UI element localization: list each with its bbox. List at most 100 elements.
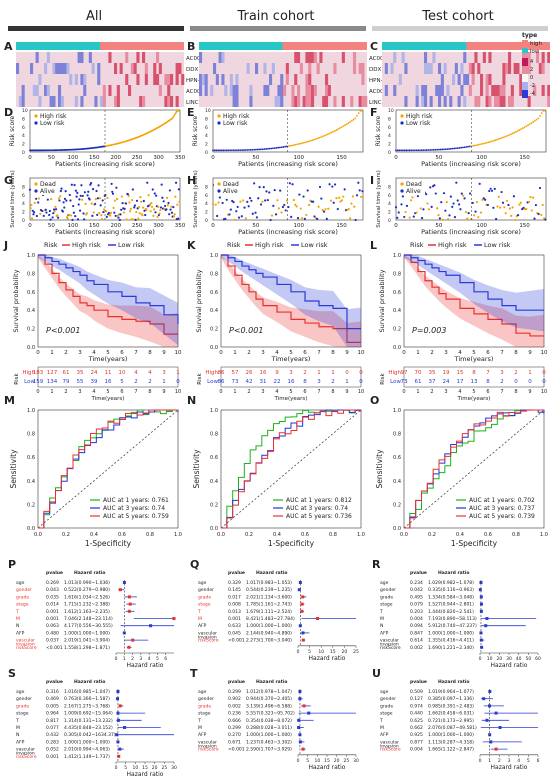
x-tick: 6 (303, 350, 307, 356)
survival-point (489, 187, 492, 190)
survival-point (113, 211, 116, 214)
risk-point (485, 141, 488, 144)
km-ci-band (38, 255, 178, 346)
survival-point (440, 201, 443, 204)
risk-point (501, 136, 504, 139)
y-tick: 0.8 (393, 432, 401, 438)
survival-point (87, 190, 90, 193)
survival-point (120, 195, 123, 198)
panel-letter: R (372, 558, 381, 571)
survival-point (143, 209, 146, 212)
heatmap-cell (97, 74, 101, 85)
heatmap-cell (21, 85, 25, 96)
heatmap-row-bg (199, 52, 367, 63)
y-tick: 0 (388, 150, 391, 156)
legend-label: Alive (406, 188, 421, 195)
survival-point (422, 208, 425, 211)
risk-count-low: 2 (500, 379, 504, 385)
survival-point (537, 212, 540, 216)
survival-point (277, 207, 280, 210)
pvalue-cell: 0.299 (228, 689, 241, 695)
risk-point (173, 114, 175, 117)
heatmap-cell (510, 96, 514, 107)
km-ci-band (38, 255, 178, 347)
x-tick: 0.0 (400, 532, 408, 538)
survival-point (83, 191, 86, 194)
y-tick: 6 (388, 193, 391, 199)
survival-point (228, 213, 231, 216)
survival-point (519, 201, 522, 204)
heatmap-cell (38, 74, 42, 85)
column-title: Train cohort (236, 9, 314, 24)
variable-label: AFP (198, 623, 207, 629)
risk-point (413, 149, 416, 152)
heatmap-cell (508, 63, 512, 74)
survival-point (166, 196, 169, 199)
heatmap-cell (463, 52, 467, 63)
pvalue-cell: 0.079 (410, 602, 423, 608)
risk-count-high: 26 (246, 370, 253, 376)
x-tick: 30 (171, 765, 177, 771)
pvalue-header: pvalue (46, 679, 63, 685)
risk-point (222, 149, 225, 152)
survival-point (65, 199, 68, 202)
risk-count-high: 183 (33, 370, 44, 376)
heatmap-cell (333, 63, 337, 74)
legend-swatch-low (522, 48, 528, 53)
survival-point (534, 203, 537, 207)
heatmap-cell (210, 85, 214, 96)
survival-point (52, 208, 56, 211)
x-tick: 2 (64, 350, 68, 356)
risk-point (282, 146, 285, 148)
y-tick: 6 (205, 125, 208, 131)
variable-label: age (16, 581, 25, 586)
risk-count-high: 4 (148, 370, 152, 376)
survival-point (503, 206, 506, 209)
risk-point (344, 124, 346, 127)
survival-point (128, 201, 131, 204)
gene-label: HPN-AS1 (186, 78, 210, 84)
hr-cell: 4.435(0.848~23.152) (64, 725, 113, 731)
x-tick: 9 (528, 350, 532, 356)
panel-letter: G (4, 174, 13, 187)
heatmap-cell (269, 74, 273, 85)
survival-point (412, 215, 415, 218)
heatmap-cell (204, 74, 208, 85)
heatmap-cell (319, 52, 323, 63)
hr-point (307, 711, 311, 715)
heatmap-cell (468, 85, 472, 96)
x-tick: 10 (541, 350, 548, 356)
y-tick: 0.6 (393, 290, 401, 296)
heatmap-cell (305, 74, 309, 85)
survival-point (250, 199, 253, 202)
table-x-tick: 1 (416, 389, 419, 395)
heatmap-cell (108, 85, 112, 96)
roc-curve (38, 409, 178, 529)
heatmap-cell (519, 85, 523, 96)
survival-point (452, 202, 455, 205)
risk-table-title: Risk (14, 372, 20, 384)
x-tick: 10 (132, 765, 138, 771)
y-axis-label: Sensitivity (375, 449, 384, 489)
survival-point (327, 207, 330, 210)
risk-point (224, 149, 226, 152)
risk-count-high: 86 (218, 370, 225, 376)
survival-point (122, 211, 126, 214)
hr-point (115, 697, 119, 701)
table-x-tick: 2 (247, 389, 250, 395)
heatmap-cell (130, 63, 134, 74)
risk-point (455, 147, 457, 150)
survival-point (303, 217, 306, 221)
survival-point (58, 199, 61, 202)
x-tick: 10 (358, 350, 365, 356)
survival-point (427, 208, 431, 211)
pvalue-cell: 0.817 (46, 718, 59, 724)
heatmap-cell (125, 74, 129, 85)
heatmap-cell (44, 85, 48, 96)
heatmap-cell (94, 96, 98, 107)
heatmap-cell (415, 96, 419, 107)
heatmap-cell (471, 63, 475, 74)
x-tick: 0.6 (118, 532, 126, 538)
